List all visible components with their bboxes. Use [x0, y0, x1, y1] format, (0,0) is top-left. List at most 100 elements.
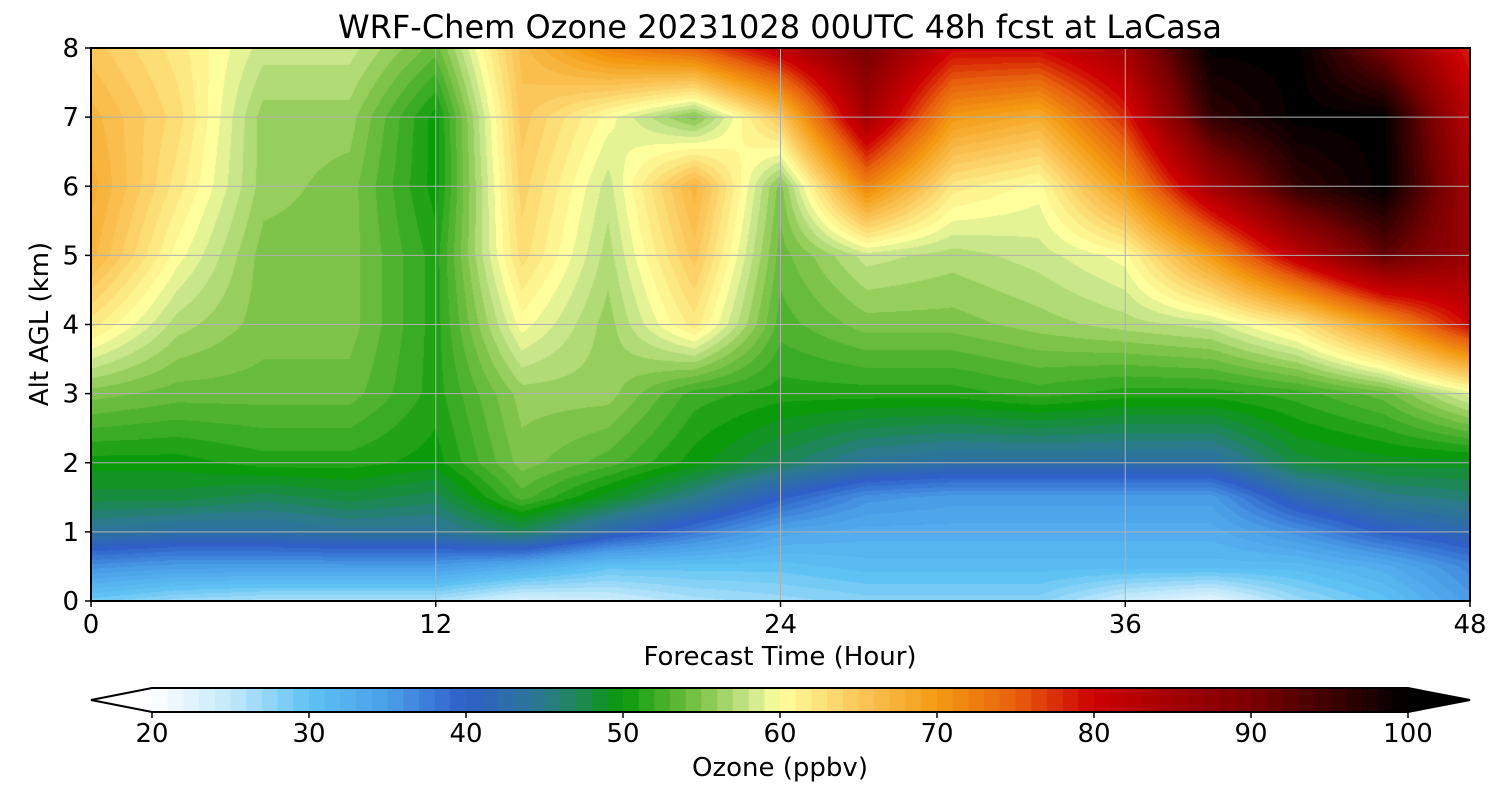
- colorbar-segment: [1376, 688, 1393, 712]
- x-axis-ticks: 0 12 24 36 48: [83, 601, 1487, 640]
- colorbar-segment: [811, 688, 828, 712]
- colorbar-segment: [889, 688, 907, 712]
- x-tick-label: 0: [83, 610, 100, 640]
- colorbar-segment: [403, 688, 420, 712]
- colorbar-segment: [905, 688, 922, 712]
- colorbar-tick-label: 100: [1383, 719, 1433, 749]
- colorbar-segment: [1031, 688, 1048, 712]
- colorbar-tick-label: 70: [920, 719, 953, 749]
- colorbar-segment: [732, 688, 750, 712]
- colorbar-segment: [654, 688, 671, 712]
- colorbar-segment: [670, 688, 687, 712]
- colorbar-segment: [214, 688, 232, 712]
- colorbar-segment: [952, 688, 969, 712]
- colorbar-segment: [591, 688, 608, 712]
- colorbar-segment: [717, 688, 734, 712]
- colorbar-segment: [968, 688, 985, 712]
- colorbar-segment: [246, 688, 263, 712]
- colorbar-segment: [1313, 688, 1331, 712]
- colorbar-tick-label: 90: [1234, 719, 1267, 749]
- colorbar-segment: [842, 688, 860, 712]
- colorbar-tick-label: 40: [449, 719, 482, 749]
- colorbar-segment: [371, 688, 389, 712]
- colorbar-segment: [230, 688, 247, 712]
- colorbar-segment: [623, 688, 640, 712]
- colorbar-segment: [293, 688, 310, 712]
- colorbar-segment: [999, 688, 1017, 712]
- x-tick-label: 12: [419, 610, 452, 640]
- y-axis-ticks: 0 1 2 3 4 5 6 7 8: [62, 34, 91, 617]
- colorbar-segment: [261, 688, 279, 712]
- colorbar-segment: [1392, 688, 1409, 712]
- y-tick-label: 8: [62, 34, 79, 64]
- colorbar-segment: [937, 688, 954, 712]
- y-tick-label: 1: [62, 518, 79, 548]
- colorbar-segment: [984, 688, 1001, 712]
- colorbar-segment: [513, 688, 530, 712]
- colorbar-tick-label: 60: [763, 719, 796, 749]
- colorbar-segment: [1094, 688, 1111, 712]
- chart-title: WRF-Chem Ozone 20231028 00UTC 48h fcst a…: [338, 8, 1222, 46]
- colorbar-segment: [183, 688, 200, 712]
- colorbar-segment: [481, 688, 498, 712]
- colorbar-extend-low: [91, 688, 152, 712]
- colorbar-segment: [1141, 688, 1158, 712]
- y-tick-label: 2: [62, 449, 79, 479]
- colorbar-segment: [560, 688, 577, 712]
- colorbar-segment: [1078, 688, 1095, 712]
- colorbar-segment: [575, 688, 593, 712]
- colorbar-segment: [1251, 688, 1268, 712]
- y-axis-label: Alt AGL (km): [25, 242, 55, 406]
- colorbar-segment: [497, 688, 514, 712]
- colorbar-segment: [1125, 688, 1142, 712]
- colorbar-segment: [324, 688, 341, 712]
- colorbar-segment: [450, 688, 467, 712]
- colorbar-segment: [638, 688, 655, 712]
- colorbar-segment: [434, 688, 451, 712]
- colorbar-segment: [1329, 688, 1346, 712]
- colorbar-segment: [1188, 688, 1205, 712]
- colorbar-segment: [340, 688, 357, 712]
- colorbar-segment: [748, 688, 765, 712]
- colorbar-segment: [764, 688, 781, 712]
- colorbar-segment: [1015, 688, 1032, 712]
- colorbar-segment: [1172, 688, 1189, 712]
- colorbar-segment: [1109, 688, 1126, 712]
- colorbar-segment: [1345, 688, 1362, 712]
- colorbar-segment: [1062, 688, 1079, 712]
- colorbar-segment: [921, 688, 938, 712]
- colorbar-segment: [1266, 688, 1283, 712]
- colorbar-segment: [1219, 688, 1236, 712]
- colorbar-segment: [466, 688, 483, 712]
- colorbar-segment: [1298, 688, 1315, 712]
- colorbar-segment: [167, 688, 184, 712]
- colorbar-segment: [607, 688, 624, 712]
- colorbar-segment: [1282, 688, 1299, 712]
- colorbar-label: Ozone (ppbv): [692, 753, 868, 783]
- colorbar-segment: [387, 688, 404, 712]
- colorbar-tick-label: 80: [1077, 719, 1110, 749]
- colorbar-segment: [1203, 688, 1221, 712]
- x-axis-label: Forecast Time (Hour): [643, 642, 916, 672]
- colorbar-tick-label: 30: [292, 719, 325, 749]
- colorbar-segment: [780, 688, 797, 712]
- colorbar-segment: [795, 688, 812, 712]
- colorbar-segment: [356, 688, 373, 712]
- colorbar-ticks: 20 30 40 50 60 70 80 90 100: [135, 712, 1433, 749]
- x-tick-label: 36: [1109, 610, 1142, 640]
- x-tick-label: 48: [1453, 610, 1486, 640]
- y-tick-label: 5: [62, 241, 79, 271]
- colorbar-segment: [1360, 688, 1378, 712]
- colorbar-segment: [418, 688, 436, 712]
- colorbar-tick-label: 50: [606, 719, 639, 749]
- y-tick-label: 0: [62, 587, 79, 617]
- colorbar-segment: [277, 688, 294, 712]
- colorbar-segment: [685, 688, 703, 712]
- colorbar-tick-label: 20: [135, 719, 168, 749]
- y-tick-label: 4: [62, 311, 79, 341]
- colorbar: [90, 687, 1471, 713]
- colorbar-segment: [1235, 688, 1252, 712]
- colorbar-segment: [544, 688, 561, 712]
- colorbar-segment: [827, 688, 844, 712]
